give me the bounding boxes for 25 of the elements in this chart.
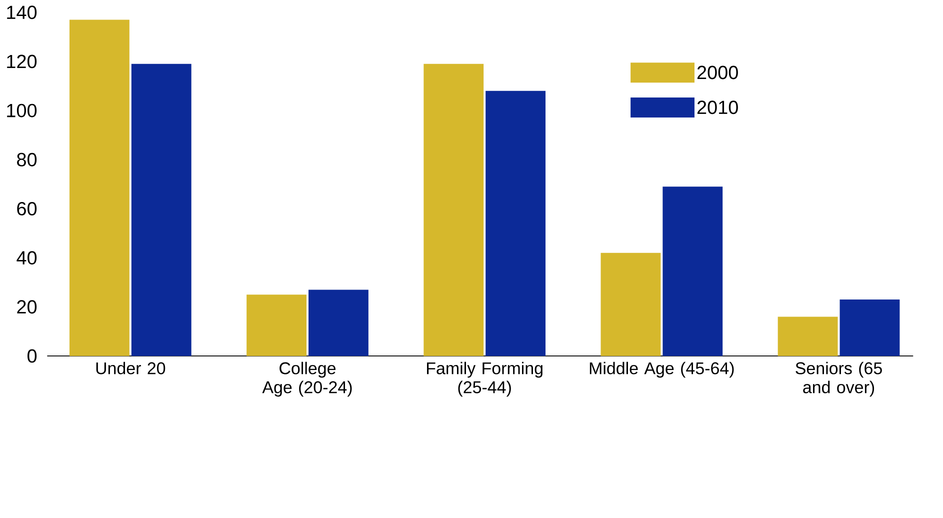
legend-label: 2000 <box>697 66 738 80</box>
bar <box>69 20 130 356</box>
x-tick-label: Middle Age (45-64) <box>590 362 734 378</box>
x-tick-label: Seniors (65 and over) <box>796 362 882 397</box>
y-tick-label: 80 <box>17 152 37 166</box>
bar <box>486 90 546 356</box>
bar <box>424 64 484 356</box>
y-tick-label: 140 <box>7 6 37 20</box>
bar <box>662 186 723 356</box>
y-tick-label: 60 <box>17 202 37 216</box>
bar <box>131 64 192 356</box>
legend-label: 2010 <box>697 100 738 114</box>
bar <box>308 290 368 356</box>
y-tick-label: 0 <box>28 349 37 363</box>
y-tick-label: 100 <box>7 104 37 118</box>
bar <box>246 294 306 356</box>
x-tick-label: College Age (20-24) <box>262 362 352 397</box>
bar <box>840 300 900 356</box>
y-tick-label: 40 <box>16 251 37 265</box>
x-tick-label: Family Forming (25-44) <box>427 362 542 397</box>
bar <box>778 316 838 356</box>
bar <box>600 252 661 356</box>
x-tick-label: Under 20 <box>96 362 166 374</box>
y-tick-label: 20 <box>17 300 37 314</box>
y-tick-label: 120 <box>7 54 37 68</box>
